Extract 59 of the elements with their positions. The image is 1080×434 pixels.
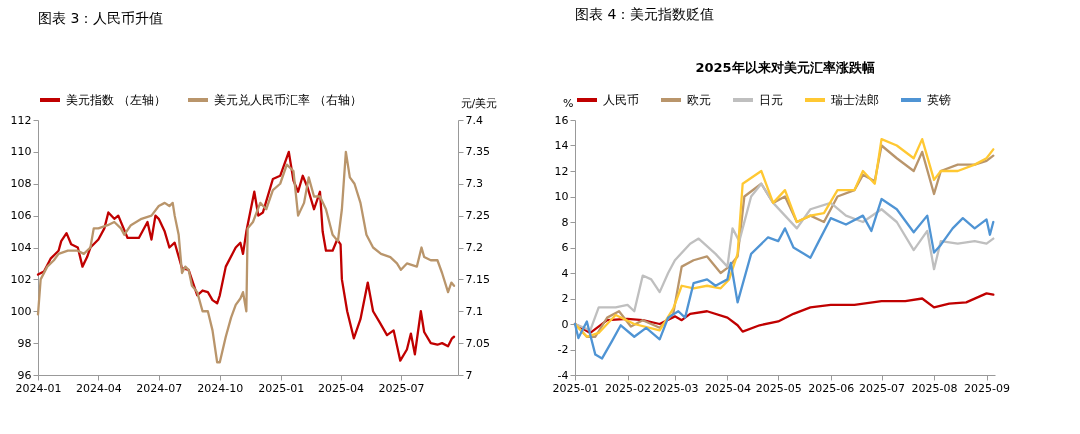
chart-title: 图表 4：美元指数贬值 [575,6,715,22]
x-tick-label: 2025-03 [652,381,699,395]
y-tick-label: 96 [17,368,32,382]
y-tick-label: 98 [17,336,32,350]
x-tick-label: 2025-05 [755,381,802,395]
y2-tick-label: 7.1 [465,304,483,318]
y-tick-label: 14 [554,139,569,152]
x-tick-label: 2024-10 [197,381,244,395]
x-tick-label: 2025-06 [808,381,855,395]
y2-axis-title: 元/美元 [460,96,498,110]
chart-subtitle: 2025年以来对美元汇率涨跌幅 [695,60,875,75]
line-series [573,182,995,332]
y-tick-label: 12 [554,164,569,178]
legend-label: 美元兑人民币汇率 （右轴） [214,93,362,107]
y-tick-label: 104 [10,241,32,254]
x-tick-label: 2025-04 [704,381,751,395]
y2-tick-label: 7.15 [465,272,490,286]
y-tick-label: -4 [557,368,569,382]
y2-tick-label: 7.3 [465,177,483,191]
x-tick-label: 2025-01 [552,381,599,395]
legend-label: 英镑 [927,93,951,107]
y-tick-label: 16 [554,113,569,127]
legend-label: 欧元 [687,93,711,107]
x-tick-label: 2025-07 [378,381,425,395]
y2-tick-label: 7.05 [465,336,490,350]
y-tick-label: 4 [561,266,569,280]
y-tick-label: -2 [557,343,569,356]
x-tick-label: 2025-04 [318,381,365,395]
legend-label: 日元 [759,93,783,107]
y-tick-label: 102 [10,272,32,286]
x-tick-label: 2025-02 [605,381,651,395]
y-axis-title: % [563,96,574,110]
chart-title: 图表 3：人民币升值 [38,10,164,26]
y-tick-label: 10 [554,190,569,203]
x-tick-label: 2024-01 [15,381,62,395]
line-series [573,197,995,360]
y-tick-label: 8 [561,215,569,229]
x-tick-label: 2024-04 [75,381,122,395]
x-tick-label: 2025-09 [964,381,1011,395]
x-tick-label: 2025-01 [258,381,305,395]
y-tick-label: 112 [10,113,32,127]
y2-tick-label: 7.35 [465,145,490,159]
y-tick-label: 0 [561,317,569,331]
x-tick-label: 2025-08 [911,381,958,395]
y2-tick-label: 7.25 [465,209,490,223]
y-tick-label: 108 [10,177,32,191]
y-tick-label: 110 [10,145,32,159]
legend-label: 人民币 [603,93,639,107]
y2-tick-label: 7 [465,368,473,382]
y-tick-label: 2 [561,292,569,305]
y2-tick-label: 7.2 [465,241,483,254]
legend-label: 美元指数 （左轴） [66,93,166,107]
y-tick-label: 106 [10,209,32,223]
x-tick-label: 2025-07 [859,381,906,395]
legend-label: 瑞士法郎 [831,93,879,107]
y2-tick-label: 7.4 [465,113,483,127]
x-tick-label: 2024-07 [136,381,183,395]
y-tick-label: 6 [561,241,569,254]
y-tick-label: 100 [10,304,32,318]
